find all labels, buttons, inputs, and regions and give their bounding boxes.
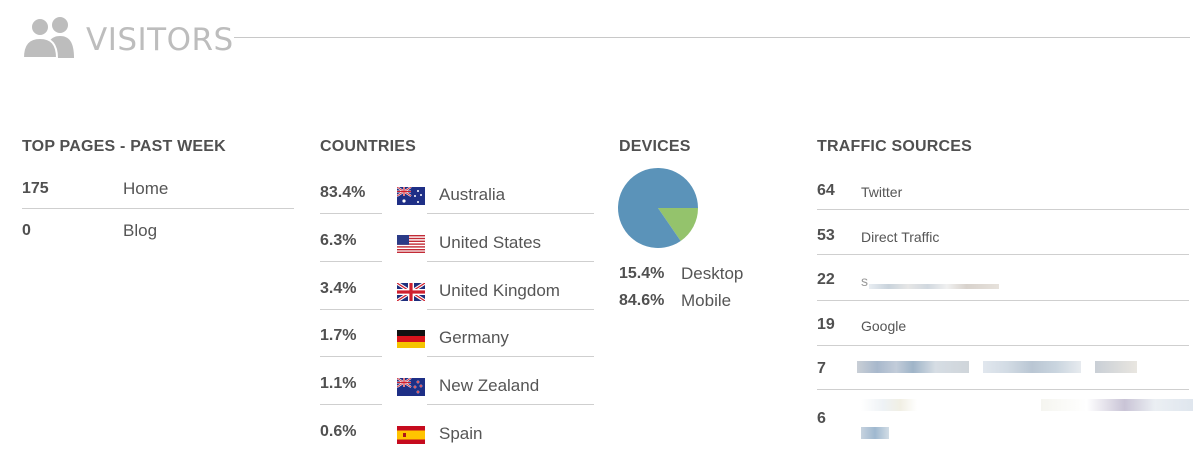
- new-zealand-flag-icon: [397, 378, 425, 396]
- traffic-source-name[interactable]: Direct Traffic: [861, 229, 940, 245]
- row-divider: [427, 261, 594, 262]
- traffic-source-row[interactable]: 53 Direct Traffic: [817, 226, 1189, 272]
- traffic-source-row[interactable]: 7: [817, 359, 1189, 405]
- row-divider: [320, 261, 382, 262]
- row-divider: [427, 213, 594, 214]
- users-icon: [22, 17, 74, 58]
- row-divider: [817, 254, 1189, 255]
- row-divider: [817, 389, 1189, 390]
- country-row: 3.4% United Kingdom: [320, 279, 594, 327]
- device-percent: 15.4%: [619, 265, 665, 282]
- traffic-sources-title: TRAFFIC SOURCES: [817, 138, 972, 155]
- traffic-source-row[interactable]: 22 s: [817, 270, 1189, 316]
- row-divider: [427, 309, 594, 310]
- header-divider: [234, 37, 1190, 38]
- country-percent: 1.1%: [320, 375, 357, 392]
- top-page-row[interactable]: 175 Home: [22, 179, 294, 221]
- row-divider: [817, 345, 1189, 346]
- row-divider: [320, 404, 382, 405]
- row-divider: [817, 209, 1189, 210]
- top-page-count: 0: [22, 222, 31, 239]
- country-row: 6.3% United States: [320, 231, 594, 279]
- country-percent: 6.3%: [320, 232, 357, 249]
- device-percent: 84.6%: [619, 292, 665, 309]
- page-title: VISITORS: [86, 22, 234, 58]
- country-row: 0.6% Spain: [320, 422, 594, 450]
- traffic-source-row[interactable]: 19 Google: [817, 315, 1189, 361]
- countries-title: COUNTRIES: [320, 138, 417, 155]
- device-name: Mobile: [681, 291, 732, 310]
- top-page-name[interactable]: Blog: [123, 221, 158, 240]
- country-name[interactable]: Spain: [439, 424, 483, 443]
- visitors-header: VISITORS: [22, 10, 1190, 60]
- country-name[interactable]: United States: [439, 233, 542, 252]
- country-row: 1.7% Germany: [320, 326, 594, 374]
- devices-pie-chart: [618, 168, 698, 248]
- traffic-source-count: 7: [817, 360, 826, 377]
- pie-slice-desktop: [658, 208, 698, 241]
- united-kingdom-flag-icon: [397, 283, 425, 301]
- germany-flag-icon: [397, 330, 425, 348]
- row-divider: [320, 213, 382, 214]
- traffic-source-count: 22: [817, 271, 835, 288]
- row-divider: [427, 404, 594, 405]
- row-divider: [320, 309, 382, 310]
- country-name[interactable]: New Zealand: [439, 376, 540, 395]
- australia-flag-icon: [397, 187, 425, 205]
- traffic-source-count: 6: [817, 410, 826, 427]
- country-percent: 0.6%: [320, 423, 357, 440]
- country-percent: 1.7%: [320, 327, 357, 344]
- row-divider: [22, 208, 294, 209]
- traffic-source-name[interactable]: Google: [861, 318, 907, 334]
- country-name[interactable]: United Kingdom: [439, 281, 560, 300]
- united-states-flag-icon: [397, 235, 425, 253]
- top-pages-title: TOP PAGES - PAST WEEK: [22, 138, 226, 155]
- country-percent: 83.4%: [320, 184, 366, 201]
- spain-flag-icon: [397, 426, 425, 444]
- traffic-source-count: 64: [817, 182, 835, 199]
- row-divider: [817, 300, 1189, 301]
- row-divider: [320, 356, 382, 357]
- traffic-source-name[interactable]: Twitter: [861, 184, 903, 200]
- traffic-source-row[interactable]: 6: [817, 399, 1193, 450]
- traffic-source-name[interactable]: s: [861, 273, 868, 289]
- row-divider: [427, 356, 594, 357]
- top-page-count: 175: [22, 180, 49, 197]
- traffic-source-count: 53: [817, 227, 835, 244]
- country-name[interactable]: Germany: [439, 328, 509, 347]
- devices-title: DEVICES: [619, 138, 691, 155]
- country-row: 83.4% Australia: [320, 183, 594, 231]
- country-name[interactable]: Australia: [439, 185, 506, 204]
- country-row: 1.1% New Zealand: [320, 374, 594, 422]
- top-page-name[interactable]: Home: [123, 179, 169, 198]
- device-name: Desktop: [681, 264, 744, 283]
- country-percent: 3.4%: [320, 280, 357, 297]
- top-page-row[interactable]: 0 Blog: [22, 221, 294, 263]
- pie-slice-mobile: [618, 168, 698, 248]
- traffic-source-count: 19: [817, 316, 835, 333]
- traffic-source-row[interactable]: 64 Twitter: [817, 181, 1189, 227]
